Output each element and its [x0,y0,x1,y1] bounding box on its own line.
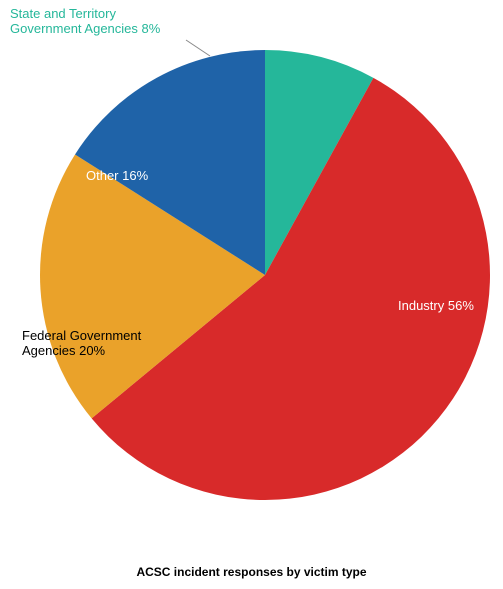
slice-label-other: Other 16% [86,168,149,183]
pie-chart: State and TerritoryGovernment Agencies 8… [0,0,503,589]
slice-label-state_territory: State and TerritoryGovernment Agencies 8… [10,6,161,36]
pie-chart-container: State and TerritoryGovernment Agencies 8… [0,0,503,589]
slice-label-industry: Industry 56% [398,298,474,313]
leader-line-state_territory [186,40,210,56]
chart-caption: ACSC incident responses by victim type [0,565,503,579]
